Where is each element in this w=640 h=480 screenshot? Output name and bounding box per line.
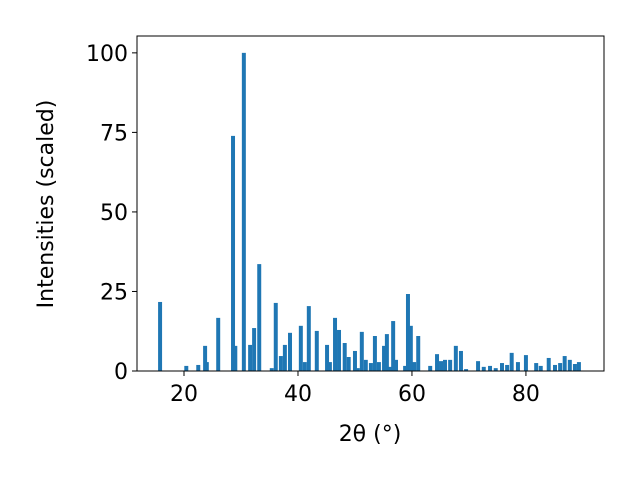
bar <box>231 135 236 371</box>
bar <box>203 345 208 371</box>
bar <box>333 317 338 371</box>
bar <box>382 345 387 371</box>
bar <box>257 264 262 371</box>
bar <box>282 344 287 371</box>
bar <box>505 364 510 371</box>
bar <box>298 325 303 371</box>
bar <box>412 362 417 371</box>
bar <box>252 328 257 371</box>
bar <box>523 355 528 371</box>
bar <box>278 356 283 371</box>
bar <box>567 359 572 371</box>
bar <box>515 362 520 371</box>
x-tick-label: 60 <box>398 382 426 407</box>
y-tick-label: 50 <box>100 201 128 226</box>
bar <box>403 365 408 371</box>
bar <box>384 334 389 371</box>
bar <box>327 362 332 371</box>
bar <box>363 359 368 371</box>
bar <box>306 306 311 371</box>
bar <box>269 368 274 371</box>
bar <box>538 365 543 371</box>
y-tick-label: 75 <box>100 121 128 146</box>
bar <box>196 364 201 371</box>
bar <box>534 363 539 371</box>
bar <box>355 368 360 371</box>
bar <box>352 350 357 371</box>
x-tick-label: 40 <box>284 382 312 407</box>
bar <box>458 350 463 371</box>
bar <box>368 363 373 371</box>
bar <box>359 331 364 371</box>
bar <box>394 359 398 371</box>
plot-frame <box>136 35 605 372</box>
bar <box>481 366 486 371</box>
bar <box>493 368 498 371</box>
bar <box>435 354 440 371</box>
bar <box>546 357 551 371</box>
bar <box>248 344 253 371</box>
bar <box>387 366 392 371</box>
bar <box>342 343 347 371</box>
bar <box>500 363 504 371</box>
bar <box>405 294 410 371</box>
bar <box>572 364 577 371</box>
x-tick-label: 80 <box>512 382 540 407</box>
bar <box>408 325 413 371</box>
bar <box>233 345 238 371</box>
y-tick-label: 0 <box>114 360 128 385</box>
bar <box>241 52 246 371</box>
bar <box>509 352 514 371</box>
x-axis-label: 2θ (°) <box>339 422 402 447</box>
bar <box>428 365 433 371</box>
bar <box>314 330 319 371</box>
bar <box>443 359 448 371</box>
bar <box>288 332 293 371</box>
bar <box>376 362 381 371</box>
bar <box>158 301 163 371</box>
bar <box>552 364 557 371</box>
bar <box>372 336 377 371</box>
bar <box>204 362 209 371</box>
bar <box>464 369 469 371</box>
bar <box>346 357 351 371</box>
bar <box>391 321 396 371</box>
bar <box>439 361 444 371</box>
bar <box>337 329 342 371</box>
bar <box>448 359 453 371</box>
bar <box>576 362 581 371</box>
bar <box>488 365 493 371</box>
x-tick-label: 20 <box>170 382 198 407</box>
bar <box>476 361 481 371</box>
bar <box>216 317 221 371</box>
bar <box>416 336 421 371</box>
bar <box>453 345 458 371</box>
bar <box>558 363 563 371</box>
bar <box>325 344 330 371</box>
bar <box>273 302 278 371</box>
y-axis-label: Intensities (scaled) <box>34 100 59 309</box>
y-tick-label: 25 <box>100 280 128 305</box>
y-tick-label: 100 <box>86 42 128 67</box>
bar <box>562 356 567 371</box>
bar <box>302 362 307 371</box>
bar <box>184 365 189 371</box>
